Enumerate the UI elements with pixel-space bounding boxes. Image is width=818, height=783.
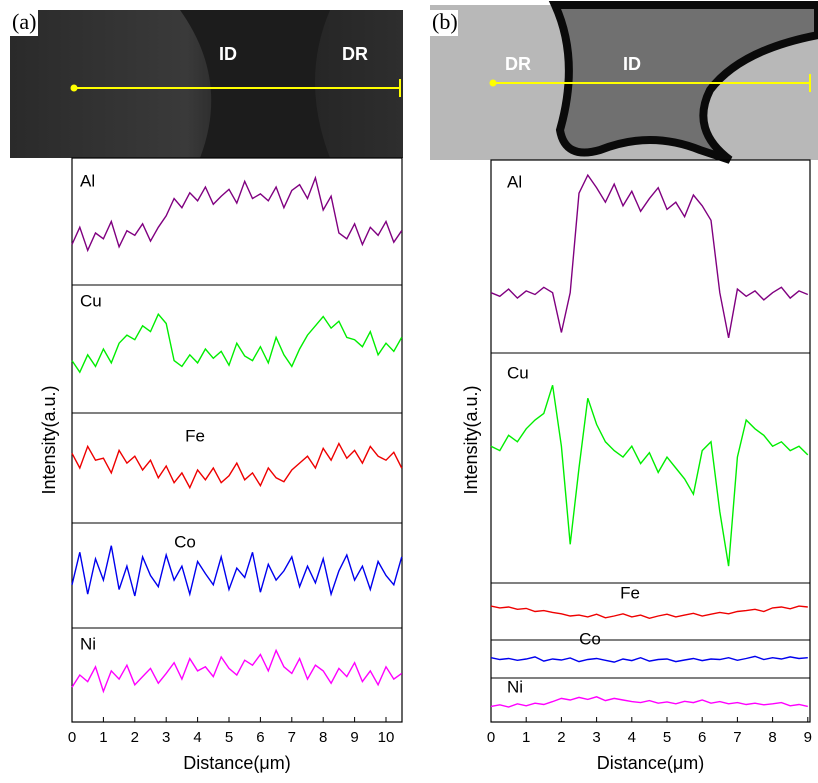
region-label: ID: [623, 54, 641, 74]
scan-start: [70, 84, 78, 92]
region-label: ID: [219, 44, 237, 64]
x-tick-label: 6: [698, 729, 706, 746]
x-tick-label: 0: [68, 729, 76, 746]
series-label: Ni: [80, 634, 96, 653]
series-label: Fe: [185, 426, 205, 445]
x-axis-label: Distance(μm): [597, 753, 704, 773]
line-series: [490, 605, 808, 620]
series-label: Cu: [507, 363, 529, 382]
x-tick-label: 4: [628, 729, 636, 746]
x-axis-label: Distance(μm): [183, 753, 290, 773]
x-tick-label: 0: [487, 729, 495, 746]
line-series: [490, 173, 809, 339]
series-label: Co: [579, 629, 601, 648]
y-axis-label: Intensity(a.u.): [461, 385, 481, 494]
x-tick-label: 1: [522, 729, 530, 746]
series-label: Al: [507, 172, 522, 191]
line-series: [71, 312, 403, 374]
x-tick-label: 3: [162, 729, 170, 746]
x-tick-label: 7: [733, 729, 741, 746]
line-series: [490, 696, 808, 708]
x-tick-label: 9: [804, 729, 812, 746]
interdiffusion-region: [180, 10, 330, 158]
region-label: DR: [505, 54, 531, 74]
line-series: [490, 655, 808, 663]
x-tick-label: 5: [663, 729, 671, 746]
y-axis-label: Intensity(a.u.): [39, 385, 59, 494]
series-label: Ni: [507, 677, 523, 696]
line-series: [71, 175, 403, 253]
x-tick-label: 4: [193, 729, 201, 746]
panel-label-bg: [10, 10, 38, 36]
line-series: [490, 384, 809, 567]
series-label: Co: [174, 532, 196, 551]
region-label: DR: [342, 44, 368, 64]
x-tick-label: 9: [350, 729, 358, 746]
x-tick-label: 10: [378, 729, 395, 746]
x-tick-label: 8: [768, 729, 776, 746]
line-series: [71, 441, 403, 490]
x-tick-label: 2: [131, 729, 139, 746]
panel-label: (b): [432, 9, 458, 34]
line-series: [71, 545, 403, 597]
x-tick-label: 1: [99, 729, 107, 746]
x-tick-label: 5: [225, 729, 233, 746]
x-tick-label: 2: [557, 729, 565, 746]
x-tick-label: 3: [592, 729, 600, 746]
scan-start: [489, 79, 497, 87]
plot-frame: [71, 157, 403, 723]
x-tick-label: 7: [288, 729, 296, 746]
series-label: Al: [80, 171, 95, 190]
series-label: Fe: [620, 583, 640, 602]
panel-label-bg: [430, 10, 458, 36]
plot-frame: [490, 159, 811, 723]
series-label: Cu: [80, 291, 102, 310]
line-series: [71, 648, 403, 694]
x-tick-label: 8: [319, 729, 327, 746]
panel-label: (a): [12, 9, 36, 34]
x-tick-label: 6: [256, 729, 264, 746]
